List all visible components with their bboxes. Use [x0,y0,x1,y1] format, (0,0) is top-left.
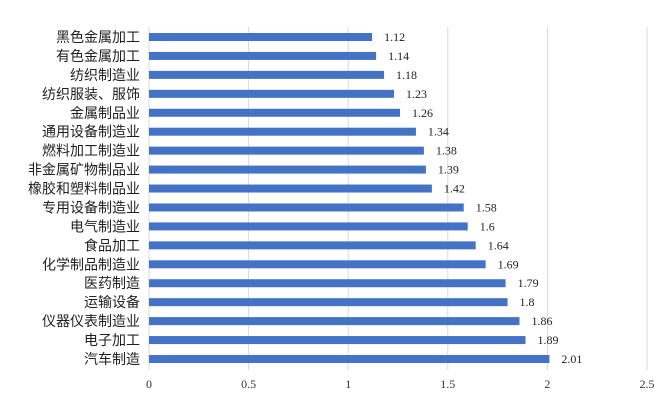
value-label: 1.12 [384,30,405,44]
category-label: 黑色金属加工 [56,29,140,46]
category-label: 仪器仪表制造业 [42,314,140,330]
bar [149,203,464,212]
x-tick-label: 0.5 [241,377,256,391]
bar [149,70,385,79]
bar [149,298,508,307]
bar [149,336,526,345]
value-labels: 1.12 1.14 1.18 1.23 1.26 1.34 1.38 1.39 1.42 1.58… [384,30,582,366]
x-tick-label: 2 [544,377,550,391]
value-label: 1.69 [498,257,519,271]
bar [149,184,432,193]
value-label: 1.6 [480,219,495,233]
value-label: 1.26 [412,106,433,120]
value-label: 1.79 [518,276,539,290]
category-label: 纺织制造业 [70,68,140,84]
value-label: 1.64 [488,238,509,252]
category-labels: 黑色金属加工有色金属加工纺织制造业纺织服装、服饰金属制品业通用设备制造业燃料加工… [28,29,140,368]
x-tick-label: 1 [345,377,351,391]
category-label: 金属制品业 [70,106,140,122]
bar [149,317,520,326]
category-label: 通用设备制造业 [42,124,140,141]
category-label: 医药制造 [84,276,140,292]
x-tick-label: 0 [146,377,152,391]
bar [149,279,506,288]
category-label: 燃料加工制造业 [42,143,140,160]
bar [149,51,377,60]
value-label: 1.86 [532,314,553,328]
bar [149,33,373,41]
value-label: 1.8 [520,295,535,309]
category-label: 电子加工 [84,333,140,349]
bar [149,260,486,269]
category-label: 非金属矿物制品业 [28,163,140,179]
category-label: 汽车制造 [84,351,140,368]
bar [149,165,426,174]
bar [149,241,476,250]
value-label: 1.14 [388,49,409,63]
category-label: 食品加工 [84,237,140,254]
value-label: 1.58 [476,200,497,214]
x-tick-label: 1.5 [440,377,455,391]
value-label: 2.01 [561,352,582,366]
value-label: 1.34 [428,125,449,139]
bar [149,89,395,98]
bars [149,33,550,363]
bar [149,108,400,117]
category-label: 有色金属加工 [56,48,140,65]
value-label: 1.42 [444,182,465,196]
category-label: 化学制品制造业 [42,257,140,273]
value-label: 1.18 [396,68,417,82]
bar [149,355,550,363]
bar [149,127,416,136]
grid-lines [148,27,648,370]
bar [149,222,468,231]
value-label: 1.89 [537,333,558,347]
category-label: 运输设备 [84,294,140,311]
x-axis-ticks: 0 0.5 1 1.5 2 2.5 [146,377,655,391]
category-label: 橡胶和塑料制品业 [28,181,140,198]
value-label: 1.23 [406,87,427,101]
category-label: 专用设备制造业 [42,199,140,216]
category-label: 纺织服装、服饰 [42,87,140,103]
value-label: 1.38 [436,144,457,158]
value-label: 1.39 [438,163,459,177]
category-label: 电气制造业 [70,219,140,235]
bar [149,146,424,155]
x-tick-label: 2.5 [640,377,655,391]
